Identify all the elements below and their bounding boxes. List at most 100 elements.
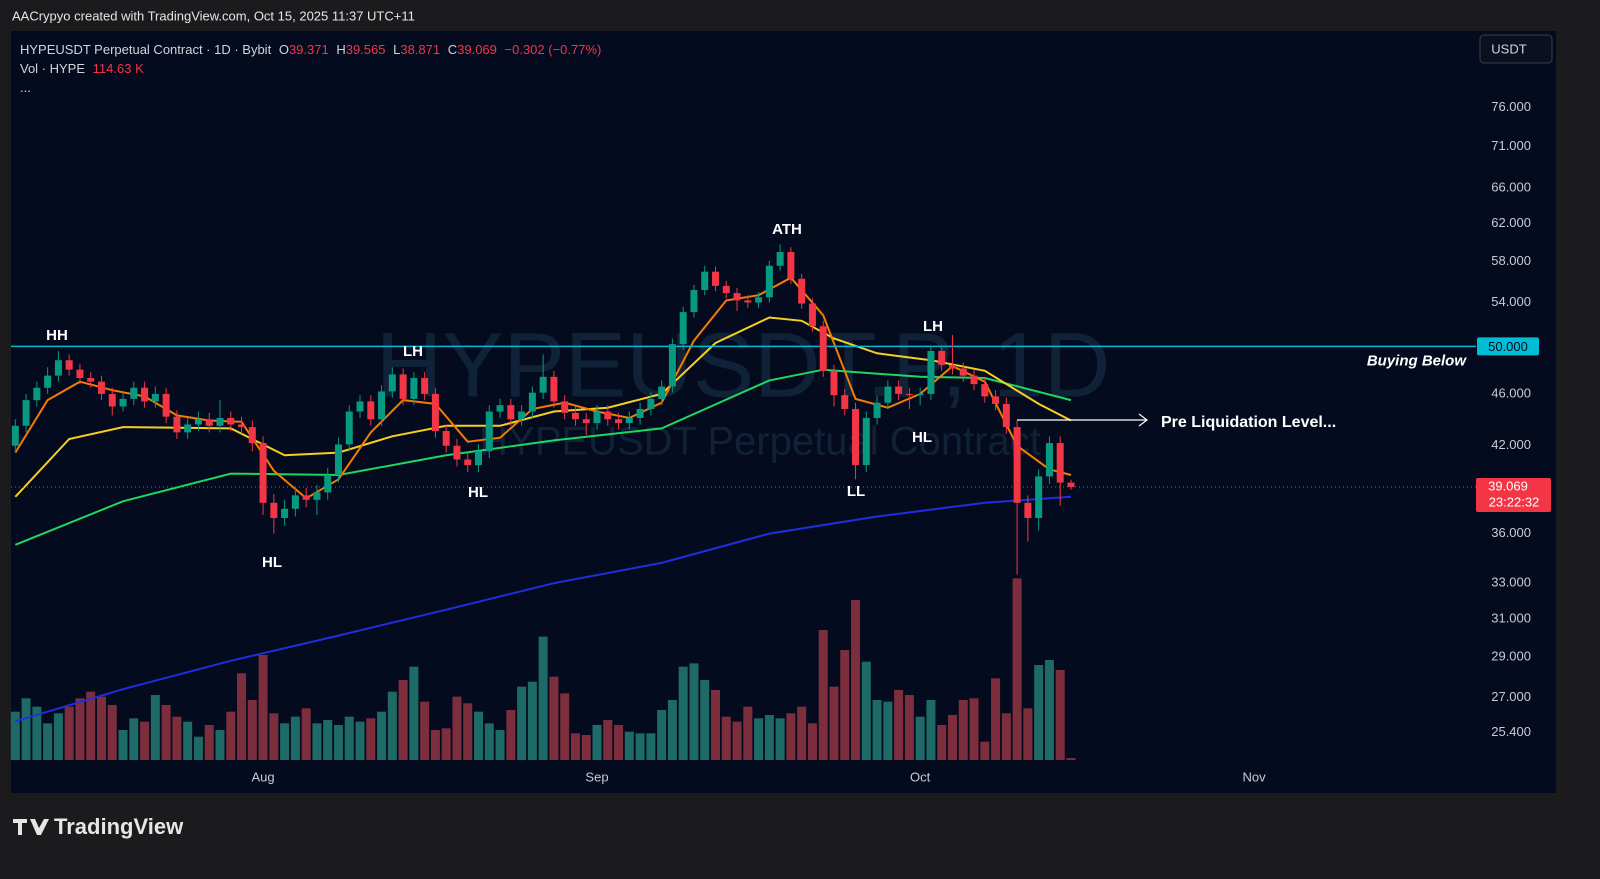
candle-body <box>992 396 1000 404</box>
legend: HYPEUSDT Perpetual Contract · 1D · Bybit… <box>20 40 605 97</box>
candle-body <box>593 411 601 424</box>
hline-text: Buying Below <box>1367 352 1468 369</box>
volume-bar <box>678 666 688 760</box>
volume-bar <box>247 700 257 760</box>
candle-body <box>475 451 483 466</box>
candle-body <box>938 350 946 365</box>
y-tick-label: 66.000 <box>1491 180 1531 195</box>
volume-bar <box>657 710 667 760</box>
candle-body <box>33 387 41 401</box>
annotation: LL <box>847 483 865 500</box>
volume-bar <box>118 730 128 760</box>
candle-body <box>1035 476 1043 519</box>
y-tick-label: 46.000 <box>1491 385 1531 400</box>
candle-body <box>895 386 903 394</box>
volume-bar <box>43 723 53 760</box>
candle-body <box>388 374 396 392</box>
moving-average <box>15 495 1072 723</box>
volume-bar <box>140 721 150 760</box>
volume-bar <box>463 703 473 760</box>
volume-bar <box>894 690 904 760</box>
candle-body <box>194 419 202 425</box>
volume-bar <box>1012 578 1022 760</box>
annotation: ATH <box>772 221 802 238</box>
volume-bar <box>915 716 925 760</box>
volume-bar <box>937 725 947 760</box>
candle-body <box>453 445 461 460</box>
candle-body <box>259 443 267 503</box>
candle-body <box>356 401 364 412</box>
volume-bar <box>797 706 807 760</box>
volume-bar <box>969 698 979 760</box>
volume-bar <box>344 716 354 760</box>
candle-body <box>690 289 698 313</box>
volume-bar <box>398 680 408 760</box>
volume-bar <box>635 733 645 760</box>
candle-body <box>227 417 235 425</box>
candle-body <box>959 368 967 376</box>
ohlc-letter: C <box>447 42 458 57</box>
chart-panel <box>11 31 1556 793</box>
candle-body <box>539 376 547 393</box>
volume-bar <box>700 680 710 760</box>
header: AACrypyo created with TradingView.com, O… <box>12 8 415 23</box>
volume-bar <box>958 700 968 760</box>
volume-bar <box>646 733 656 760</box>
volume-bar <box>150 695 160 760</box>
change: −0.302 (−0.77%) <box>504 42 602 57</box>
candle-body <box>485 411 493 452</box>
volume-bar <box>21 698 31 760</box>
y-tick-label: 42.000 <box>1491 437 1531 452</box>
volume-bar <box>904 695 914 760</box>
volume-bar <box>807 723 817 760</box>
volume-bar <box>86 691 96 760</box>
candle-body <box>744 300 752 303</box>
candle-body <box>711 271 719 286</box>
more[interactable]: ... <box>20 80 31 95</box>
price-label-box <box>1476 477 1551 512</box>
volume-bar <box>441 728 451 760</box>
currency-button[interactable] <box>1479 34 1553 64</box>
x-tick-label: Sep <box>585 769 608 784</box>
candle-body <box>776 252 784 266</box>
volume-bar <box>775 718 785 760</box>
candle-body <box>701 271 709 290</box>
volume-bar <box>732 721 742 760</box>
candle-body <box>668 344 676 387</box>
currency[interactable]: USDT <box>1491 41 1526 56</box>
volume-bar <box>829 686 839 760</box>
y-tick-label: 25.400 <box>1491 724 1531 739</box>
candle-body <box>378 391 386 420</box>
volume-bar <box>129 718 139 760</box>
volume-bar <box>301 708 311 760</box>
candle-body <box>722 285 730 294</box>
volume-bar <box>183 721 193 760</box>
volume-bar <box>312 723 322 760</box>
volume-bar <box>96 696 106 760</box>
volume-bar <box>980 741 990 760</box>
volume-bar <box>614 725 624 760</box>
volume-bar <box>883 701 893 760</box>
candle-body <box>216 417 224 426</box>
candle-body <box>765 265 773 298</box>
candle-body <box>248 427 256 444</box>
volume-bar <box>333 725 343 760</box>
candle-body <box>291 495 299 509</box>
volume-bar <box>581 735 591 760</box>
candle-body <box>151 393 159 402</box>
candle-body <box>841 395 849 409</box>
candle-body <box>97 381 105 394</box>
y-tick-label: 27.000 <box>1491 689 1531 704</box>
volume-value: 114.63 K <box>92 61 144 76</box>
candle-body <box>87 378 95 382</box>
candle-body <box>733 293 741 301</box>
volume-bar <box>377 711 387 760</box>
candle-body <box>916 393 924 396</box>
annotation: LH <box>403 343 423 360</box>
volume-bar <box>323 720 333 760</box>
y-tick-label: 62.000 <box>1491 215 1531 230</box>
candle-body <box>507 405 515 420</box>
candle-body <box>464 459 472 466</box>
candle-body <box>518 411 526 420</box>
